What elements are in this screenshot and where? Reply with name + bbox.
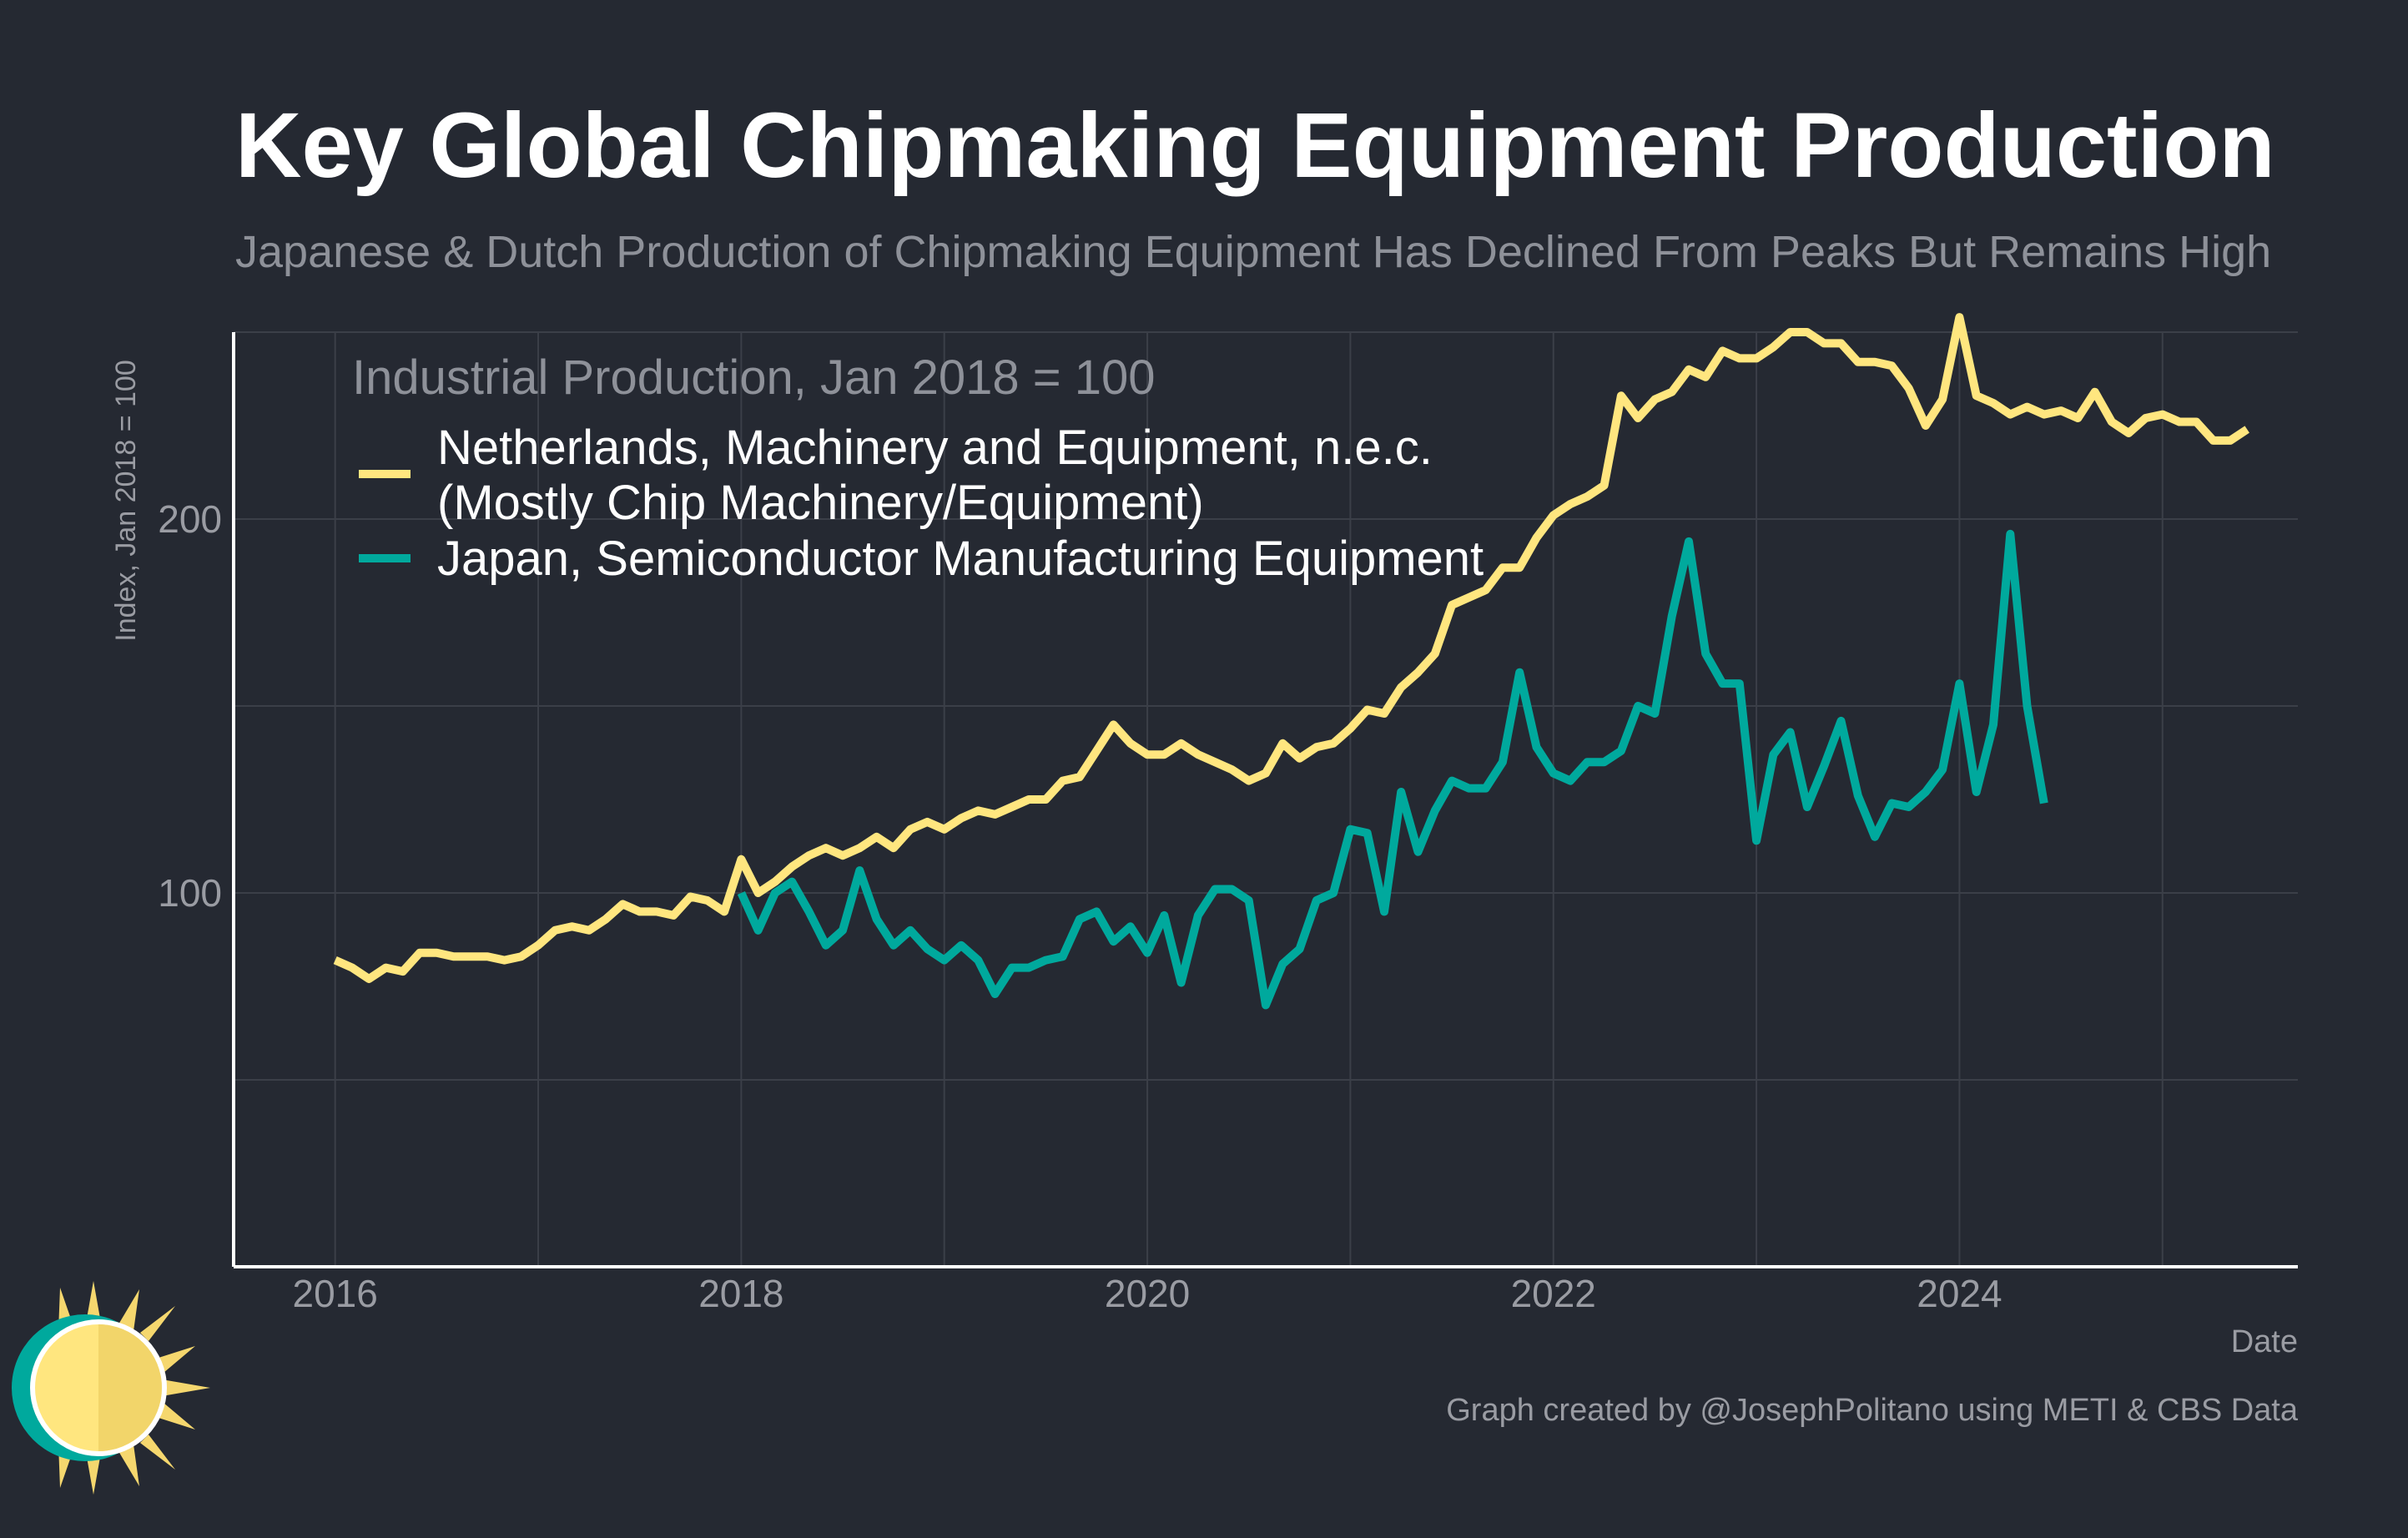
legend: Industrial Production, Jan 2018 = 100 Ne… [352, 350, 1484, 586]
legend-label-netherlands-line1: Netherlands, Machinery and Equipment, n.… [437, 421, 1433, 475]
x-tick-label: 2022 [1511, 1272, 1596, 1315]
caption: Graph created by @JosephPolitano using M… [1446, 1393, 2299, 1428]
y-tick-label: 200 [158, 497, 222, 541]
chart-subtitle: Japanese & Dutch Production of Chipmakin… [235, 227, 2271, 277]
y-axis-label: Index, Jan 2018 = 100 [110, 360, 142, 641]
x-axis-label: Date [2231, 1324, 2298, 1359]
series-line-netherlands [333, 313, 2249, 983]
x-tick-label: 2018 [698, 1272, 783, 1315]
legend-label-japan: Japan, Semiconductor Manufacturing Equip… [437, 532, 1484, 586]
series-lines [333, 313, 2249, 1010]
y-tick-label: 100 [158, 871, 222, 915]
legend-title: Industrial Production, Jan 2018 = 100 [352, 350, 1156, 405]
x-tick-label: 2016 [293, 1272, 378, 1315]
series-line-japan [737, 529, 2048, 1010]
sun-logo-icon [12, 1281, 210, 1495]
axis-ticks: 2016 2018 2020 2022 2024 100 200 [158, 497, 2002, 1315]
legend-label-netherlands-line2: (Mostly Chip Machinery/Equipment) [437, 476, 1204, 530]
chart-title: Key Global Chipmaking Equipment Producti… [235, 94, 2275, 197]
x-tick-label: 2024 [1917, 1272, 2002, 1315]
x-tick-label: 2020 [1105, 1272, 1190, 1315]
